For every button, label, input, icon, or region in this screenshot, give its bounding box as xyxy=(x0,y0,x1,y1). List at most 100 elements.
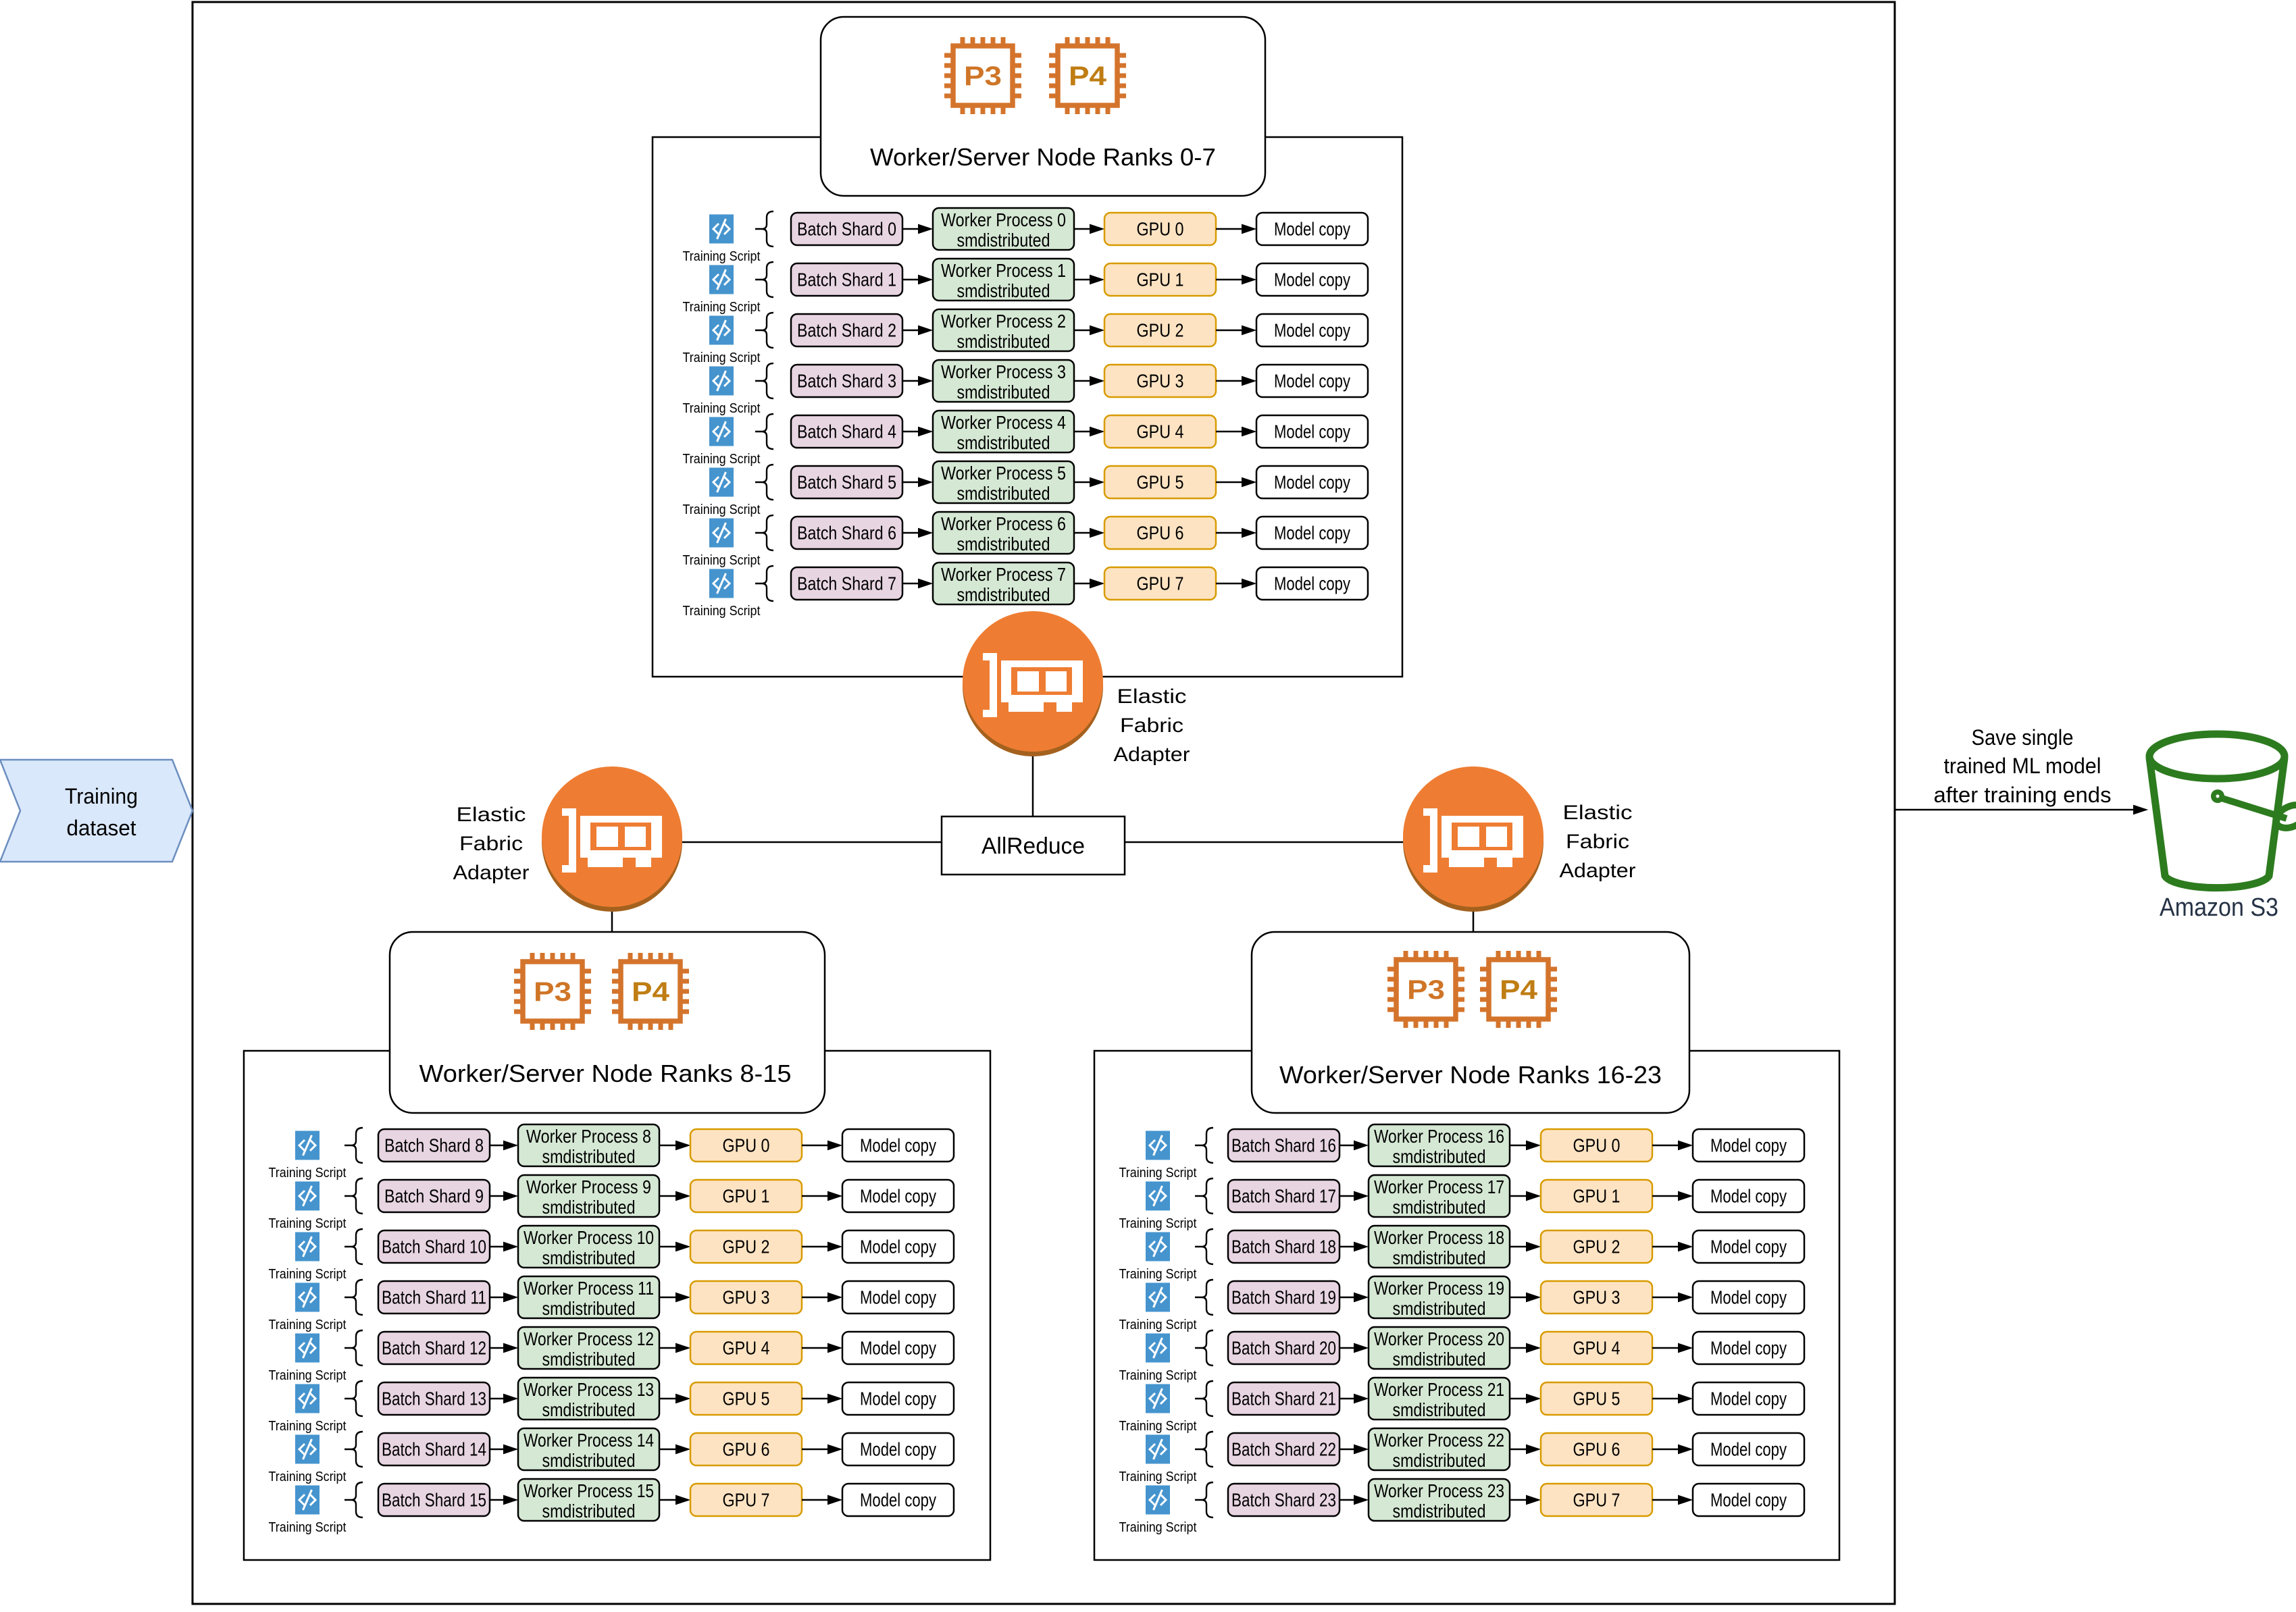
svg-text:Save single: Save single xyxy=(1972,725,2074,750)
svg-text:Worker Process 20: Worker Process 20 xyxy=(1374,1328,1504,1349)
svg-text:Training Script: Training Script xyxy=(683,502,761,517)
svg-text:Model copy: Model copy xyxy=(1710,1135,1787,1156)
svg-text:Worker Process 18: Worker Process 18 xyxy=(1374,1227,1504,1248)
svg-text:Batch Shard 5: Batch Shard 5 xyxy=(797,472,896,493)
svg-text:Elastic: Elastic xyxy=(1117,685,1187,708)
svg-text:Training Script: Training Script xyxy=(269,1368,347,1383)
svg-text:smdistributed: smdistributed xyxy=(957,230,1050,251)
svg-text:Training Script: Training Script xyxy=(269,1318,347,1332)
svg-text:Batch Shard 23: Batch Shard 23 xyxy=(1231,1490,1336,1511)
svg-text:Model copy: Model copy xyxy=(1274,320,1350,341)
svg-text:Worker Process 14: Worker Process 14 xyxy=(524,1430,654,1451)
svg-text:Training Script: Training Script xyxy=(1119,1318,1197,1332)
svg-text:Model copy: Model copy xyxy=(1274,421,1350,442)
svg-text:smdistributed: smdistributed xyxy=(1393,1197,1486,1218)
svg-text:GPU 5: GPU 5 xyxy=(1137,472,1184,493)
svg-text:Training Script: Training Script xyxy=(683,249,761,264)
svg-text:Training: Training xyxy=(65,784,138,808)
svg-text:Batch Shard 14: Batch Shard 14 xyxy=(382,1439,486,1460)
svg-text:Model copy: Model copy xyxy=(1710,1490,1787,1511)
svg-text:P3: P3 xyxy=(964,61,1002,91)
svg-text:Worker Process 10: Worker Process 10 xyxy=(524,1227,654,1248)
svg-text:smdistributed: smdistributed xyxy=(1393,1146,1486,1167)
svg-text:Worker Process 13: Worker Process 13 xyxy=(524,1379,654,1400)
svg-text:GPU 7: GPU 7 xyxy=(1137,573,1184,594)
svg-text:Batch Shard 16: Batch Shard 16 xyxy=(1231,1135,1336,1156)
svg-text:Adapter: Adapter xyxy=(453,862,530,884)
svg-text:smdistributed: smdistributed xyxy=(957,280,1050,301)
svg-text:Model copy: Model copy xyxy=(1710,1439,1787,1460)
svg-text:Training Script: Training Script xyxy=(1119,1216,1197,1231)
svg-text:Batch Shard 21: Batch Shard 21 xyxy=(1231,1388,1336,1409)
svg-text:Batch Shard 9: Batch Shard 9 xyxy=(384,1186,484,1207)
svg-text:smdistributed: smdistributed xyxy=(542,1399,636,1420)
svg-text:Model copy: Model copy xyxy=(1274,523,1350,544)
svg-text:Worker Process 6: Worker Process 6 xyxy=(941,513,1066,534)
svg-text:GPU 4: GPU 4 xyxy=(723,1338,770,1359)
svg-text:smdistributed: smdistributed xyxy=(1393,1349,1486,1370)
svg-text:Training Script: Training Script xyxy=(269,1267,347,1282)
svg-text:Batch Shard 22: Batch Shard 22 xyxy=(1231,1439,1336,1460)
svg-text:GPU 2: GPU 2 xyxy=(1137,320,1184,341)
svg-text:Training Script: Training Script xyxy=(269,1520,347,1535)
svg-text:Model copy: Model copy xyxy=(1274,371,1350,392)
svg-text:Model copy: Model copy xyxy=(1710,1388,1787,1409)
svg-text:Worker Process 22: Worker Process 22 xyxy=(1374,1430,1504,1451)
svg-text:smdistributed: smdistributed xyxy=(1393,1450,1486,1471)
svg-text:GPU 6: GPU 6 xyxy=(1137,523,1184,544)
svg-text:Model copy: Model copy xyxy=(860,1490,936,1511)
svg-text:Training Script: Training Script xyxy=(1119,1520,1197,1535)
svg-text:Fabric: Fabric xyxy=(459,833,523,855)
svg-text:GPU 3: GPU 3 xyxy=(1573,1287,1621,1308)
svg-text:Worker/Server Node Ranks 16-23: Worker/Server Node Ranks 16-23 xyxy=(1279,1061,1662,1089)
svg-text:Batch Shard 6: Batch Shard 6 xyxy=(797,523,896,544)
svg-text:Worker Process 21: Worker Process 21 xyxy=(1374,1379,1504,1400)
svg-text:Model copy: Model copy xyxy=(1274,472,1350,493)
svg-text:Amazon S3: Amazon S3 xyxy=(2160,893,2278,922)
svg-text:Batch Shard 11: Batch Shard 11 xyxy=(382,1287,486,1308)
svg-text:Training Script: Training Script xyxy=(1119,1470,1197,1484)
svg-text:Model copy: Model copy xyxy=(1274,219,1350,240)
svg-text:Elastic: Elastic xyxy=(457,804,526,826)
svg-text:Worker Process 4: Worker Process 4 xyxy=(941,412,1066,433)
svg-text:smdistributed: smdistributed xyxy=(957,331,1050,352)
svg-text:Batch Shard 8: Batch Shard 8 xyxy=(384,1135,484,1156)
svg-text:GPU 7: GPU 7 xyxy=(723,1490,770,1511)
svg-text:Batch Shard 17: Batch Shard 17 xyxy=(1231,1186,1336,1207)
svg-text:GPU 3: GPU 3 xyxy=(723,1287,770,1308)
svg-text:smdistributed: smdistributed xyxy=(542,1298,636,1319)
svg-text:P3: P3 xyxy=(1407,975,1445,1005)
svg-text:Worker Process 9: Worker Process 9 xyxy=(526,1176,651,1197)
svg-text:Worker Process 0: Worker Process 0 xyxy=(941,209,1066,230)
svg-text:smdistributed: smdistributed xyxy=(957,534,1050,554)
svg-text:smdistributed: smdistributed xyxy=(1393,1399,1486,1420)
svg-text:Training Script: Training Script xyxy=(1119,1166,1197,1180)
svg-text:Batch Shard 4: Batch Shard 4 xyxy=(797,421,896,442)
svg-text:GPU 6: GPU 6 xyxy=(1573,1439,1621,1460)
svg-text:GPU 2: GPU 2 xyxy=(1573,1237,1621,1257)
svg-text:Model copy: Model copy xyxy=(860,1287,936,1308)
svg-text:Batch Shard 3: Batch Shard 3 xyxy=(797,371,896,392)
svg-text:Fabric: Fabric xyxy=(1566,831,1629,853)
svg-text:Training Script: Training Script xyxy=(683,452,761,467)
svg-text:Batch Shard 0: Batch Shard 0 xyxy=(797,219,896,240)
svg-text:smdistributed: smdistributed xyxy=(957,483,1050,504)
svg-text:Batch Shard 12: Batch Shard 12 xyxy=(382,1338,486,1359)
svg-text:dataset: dataset xyxy=(67,816,136,840)
svg-text:Worker Process 5: Worker Process 5 xyxy=(941,463,1066,484)
svg-text:smdistributed: smdistributed xyxy=(542,1450,636,1471)
svg-text:GPU 1: GPU 1 xyxy=(1137,269,1184,290)
svg-text:Model copy: Model copy xyxy=(1710,1237,1787,1257)
svg-text:GPU 5: GPU 5 xyxy=(1573,1388,1621,1409)
svg-text:Model copy: Model copy xyxy=(1274,573,1350,594)
svg-text:Training Script: Training Script xyxy=(683,553,761,568)
svg-text:Worker Process 11: Worker Process 11 xyxy=(524,1278,654,1299)
svg-text:Worker/Server Node Ranks 0-7: Worker/Server Node Ranks 0-7 xyxy=(870,143,1216,171)
svg-text:Training Script: Training Script xyxy=(269,1419,347,1434)
svg-text:Worker Process 23: Worker Process 23 xyxy=(1374,1480,1504,1501)
svg-text:Training Script: Training Script xyxy=(683,350,761,365)
svg-text:Adapter: Adapter xyxy=(1114,744,1190,766)
svg-text:GPU 2: GPU 2 xyxy=(723,1237,770,1257)
svg-text:Worker Process 1: Worker Process 1 xyxy=(941,260,1066,281)
svg-text:smdistributed: smdistributed xyxy=(542,1247,636,1268)
